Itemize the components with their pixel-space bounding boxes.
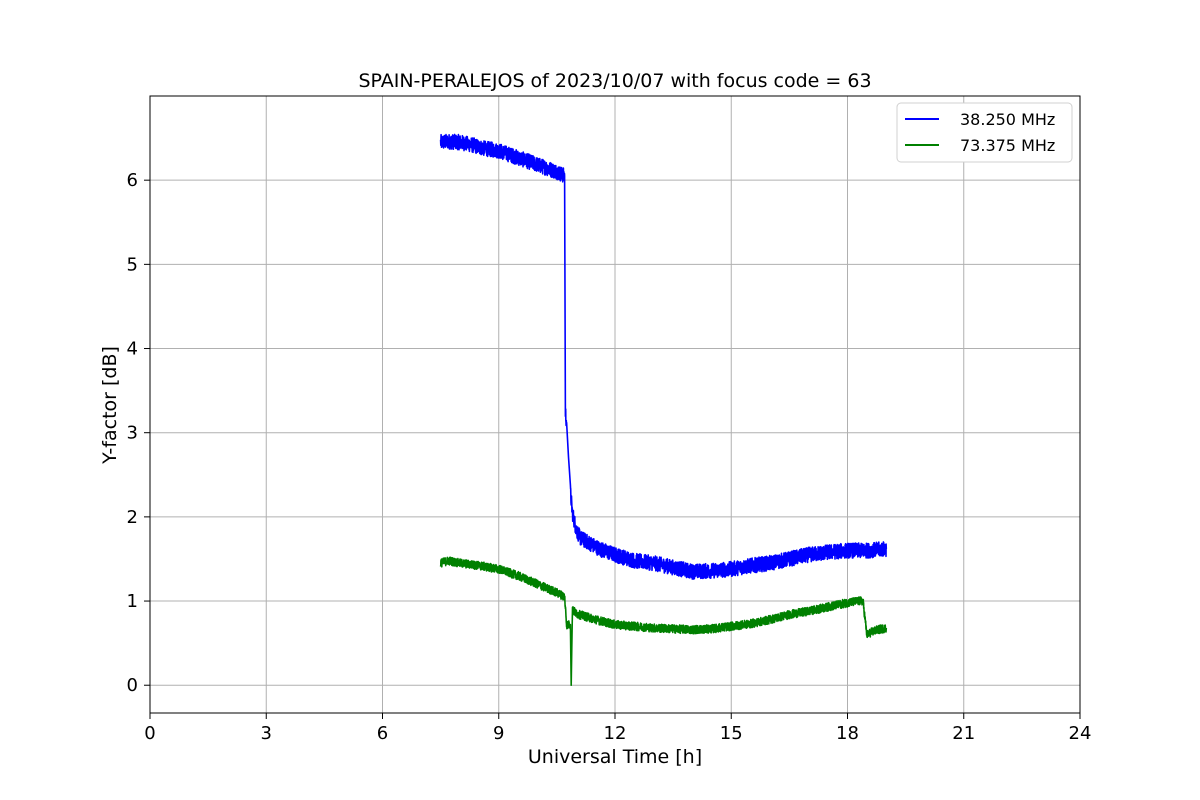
x-tick-label: 12 [604, 723, 627, 744]
x-tick-label: 9 [493, 723, 504, 744]
y-tick-label: 2 [127, 507, 138, 528]
legend-label-73375: 73.375 MHz [960, 136, 1055, 155]
y-tick-label: 0 [127, 675, 138, 696]
legend-label-38250: 38.250 MHz [960, 110, 1055, 129]
y-tick-label: 5 [127, 254, 138, 275]
series-layer [439, 133, 888, 687]
x-tick-label: 21 [952, 723, 975, 744]
y-tick-label: 3 [127, 423, 138, 444]
chart-title: SPAIN-PERALEJOS of 2023/10/07 with focus… [358, 70, 871, 92]
x-ticks: 0 3 6 9 12 15 18 21 24 [144, 713, 1091, 744]
x-tick-label: 3 [261, 723, 272, 744]
y-tick-label: 1 [127, 591, 138, 612]
x-tick-label: 0 [144, 723, 155, 744]
series-line-38250 [439, 133, 888, 580]
legend: 38.250 MHz 73.375 MHz [896, 102, 1073, 163]
y-axis-label: Y-factor [dB] [99, 346, 121, 465]
series-line-73375 [439, 556, 888, 687]
legend-box [896, 102, 1073, 163]
x-tick-label: 24 [1069, 723, 1092, 744]
y-ticks: 0 1 2 3 4 5 6 [127, 170, 150, 696]
y-tick-label: 4 [127, 339, 138, 360]
grid [149, 96, 1081, 713]
x-tick-label: 18 [836, 723, 859, 744]
y-tick-label: 6 [127, 170, 138, 191]
x-tick-label: 15 [720, 723, 743, 744]
x-axis-label: Universal Time [h] [528, 746, 702, 768]
x-tick-label: 6 [377, 723, 388, 744]
